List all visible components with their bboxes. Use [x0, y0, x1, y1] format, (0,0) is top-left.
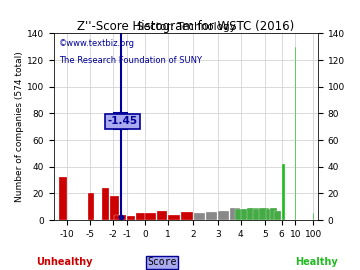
Text: ©www.textbiz.org: ©www.textbiz.org: [59, 39, 135, 48]
Text: Sector: Technology: Sector: Technology: [136, 22, 235, 32]
Bar: [206, 212, 217, 220]
Title: Z''-Score Histogram for WSTC (2016): Z''-Score Histogram for WSTC (2016): [77, 21, 294, 33]
Bar: [59, 177, 67, 220]
Bar: [113, 215, 126, 220]
Bar: [247, 208, 258, 220]
Bar: [102, 188, 109, 220]
Text: Healthy: Healthy: [295, 257, 338, 267]
Bar: [260, 208, 269, 220]
Bar: [295, 47, 296, 220]
Bar: [274, 211, 281, 220]
Bar: [230, 208, 240, 220]
Bar: [218, 211, 229, 220]
Text: The Research Foundation of SUNY: The Research Foundation of SUNY: [59, 56, 202, 65]
Bar: [282, 164, 285, 220]
Bar: [168, 215, 180, 220]
Bar: [88, 193, 94, 220]
Bar: [127, 216, 135, 220]
Bar: [181, 212, 193, 220]
Bar: [157, 211, 167, 220]
Text: Score: Score: [147, 257, 177, 267]
Bar: [313, 213, 314, 220]
Bar: [136, 213, 144, 220]
Text: -1.45: -1.45: [107, 116, 138, 126]
Bar: [109, 196, 120, 220]
Text: Unhealthy: Unhealthy: [36, 257, 93, 267]
Bar: [235, 210, 246, 220]
Bar: [145, 213, 156, 220]
Bar: [241, 210, 252, 220]
Y-axis label: Number of companies (574 total): Number of companies (574 total): [15, 51, 24, 202]
Bar: [194, 213, 205, 220]
Bar: [253, 210, 265, 220]
Bar: [266, 210, 273, 220]
Bar: [270, 208, 277, 220]
